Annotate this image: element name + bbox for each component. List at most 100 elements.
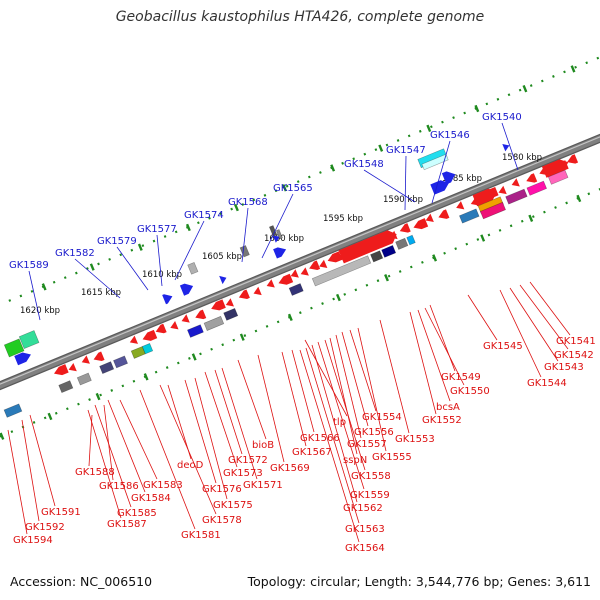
reverse-gene[interactable] [525,173,538,185]
reverse-gene[interactable] [209,299,226,313]
lower-gene-label[interactable]: GK1555 [372,452,412,463]
reverse-gene[interactable] [412,218,429,232]
reverse-feature-block[interactable] [99,361,115,375]
lower-gene-label[interactable]: GK1583 [143,480,183,491]
lower-gene-label[interactable]: GK1559 [350,490,390,501]
lower-gene-label[interactable]: GK1544 [527,378,567,389]
reverse-feature-block[interactable] [58,380,74,394]
upper-gene-label[interactable]: GK1589 [9,260,49,271]
lower-gene-label[interactable]: sspN [343,455,367,466]
lower-gene-label[interactable]: bioB [252,440,274,451]
forward-gene[interactable] [502,142,511,152]
upper-gene-label[interactable]: GK1540 [482,112,522,123]
reverse-gene[interactable] [437,209,450,221]
reverse-feature-block[interactable] [547,169,569,185]
lower-gene-label[interactable]: GK1578 [202,515,242,526]
reverse-feature-block[interactable] [459,208,480,224]
forward-feature-block[interactable] [421,153,449,171]
lower-gene-label[interactable]: GK1542 [554,350,594,361]
lower-gene-label[interactable]: GK1562 [343,503,383,514]
forward-gene[interactable] [430,178,451,195]
forward-feature-block[interactable] [187,261,199,275]
reverse-feature-block[interactable] [406,234,416,246]
reverse-gene[interactable] [141,329,158,344]
lower-gene-label[interactable]: GK1553 [395,434,435,445]
reverse-gene[interactable] [265,279,275,290]
reverse-gene[interactable] [289,269,299,280]
reverse-gene[interactable] [454,201,465,212]
reverse-gene[interactable] [398,223,411,235]
forward-feature-block[interactable] [239,245,250,258]
upper-gene-label[interactable]: GK1546 [430,130,470,141]
lower-gene-label[interactable]: GK1573 [223,468,263,479]
forward-feature-block[interactable] [18,330,40,350]
upper-gene-label[interactable]: GK1565 [273,183,313,194]
lower-gene-label[interactable]: GK1571 [243,480,283,491]
reverse-feature-block[interactable] [223,307,239,321]
lower-gene-label[interactable]: GK1587 [107,519,147,530]
reverse-feature-block[interactable] [76,372,92,386]
reverse-feature-block[interactable] [113,355,129,369]
reverse-gene[interactable] [277,273,294,288]
lower-gene-label[interactable]: GK1541 [556,336,596,347]
reverse-gene[interactable] [317,259,328,271]
upper-gene-label[interactable]: GK1582 [55,248,95,259]
lower-gene-label[interactable]: GK1588 [75,467,115,478]
lower-gene-label[interactable]: GK1556 [354,427,394,438]
reverse-gene[interactable] [224,298,234,309]
reverse-gene[interactable] [565,154,579,166]
lower-gene-label[interactable]: GK1575 [213,500,253,511]
reverse-gene[interactable] [52,364,69,378]
upper-gene-label[interactable]: GK1577 [137,224,177,235]
forward-feature-block[interactable] [3,338,25,358]
lower-gene-label[interactable]: GK1576 [202,484,242,495]
reverse-gene[interactable] [169,321,179,332]
lower-gene-label[interactable]: tlp [333,417,346,428]
reverse-gene[interactable] [154,323,167,336]
reverse-gene[interactable] [497,185,507,197]
upper-gene-label[interactable]: GK1574 [184,210,224,221]
reverse-gene-long[interactable] [541,157,571,178]
reverse-gene[interactable] [80,355,90,366]
lower-gene-label[interactable]: GK1581 [181,530,221,541]
reverse-gene[interactable] [307,260,321,273]
lower-gene-label[interactable]: GK1594 [13,535,53,546]
lower-gene-label[interactable]: GK1585 [117,508,157,519]
reverse-feature-block[interactable] [395,237,409,250]
forward-gene[interactable] [441,169,458,185]
lower-gene-label[interactable]: GK1554 [362,412,402,423]
lower-gene-label[interactable]: GK1569 [270,463,310,474]
upper-gene-label[interactable]: GK1579 [97,236,137,247]
forward-gene[interactable] [273,245,288,259]
reverse-gene-long[interactable] [472,186,500,207]
lower-gene-label[interactable]: GK1564 [345,543,385,554]
lower-gene-label[interactable]: GK1567 [292,447,332,458]
lower-gene-label[interactable]: deoD [177,460,204,471]
lower-gene-label[interactable]: GK1591 [41,507,81,518]
lower-gene-label[interactable]: GK1572 [228,455,268,466]
reverse-feature-block[interactable] [370,250,384,263]
reverse-gene[interactable] [194,309,207,322]
reverse-gene[interactable] [510,178,520,189]
forward-gene[interactable] [162,292,174,305]
reverse-gene[interactable] [326,251,343,265]
reverse-gene[interactable] [180,314,190,325]
reverse-gene[interactable] [424,213,434,225]
reverse-feature-block[interactable] [187,324,204,338]
reverse-feature-block[interactable] [203,315,225,331]
reverse-gene[interactable] [92,351,105,364]
upper-gene-label[interactable]: GK1547 [386,145,426,156]
reverse-feature-block[interactable] [311,255,372,287]
lower-gene-label[interactable]: GK1566 [300,433,340,444]
upper-gene-label[interactable]: GK1548 [344,159,384,170]
reverse-gene[interactable] [67,362,77,374]
lower-gene-label[interactable]: GK1552 [422,415,462,426]
lower-gene-label[interactable]: GK1558 [351,471,391,482]
reverse-gene[interactable] [252,286,262,298]
reverse-feature-block[interactable] [381,245,397,258]
reverse-feature-block[interactable] [3,403,23,418]
forward-gene[interactable] [219,274,228,285]
forward-feature-block[interactable] [275,229,283,240]
lower-gene-label[interactable]: GK1592 [25,522,65,533]
